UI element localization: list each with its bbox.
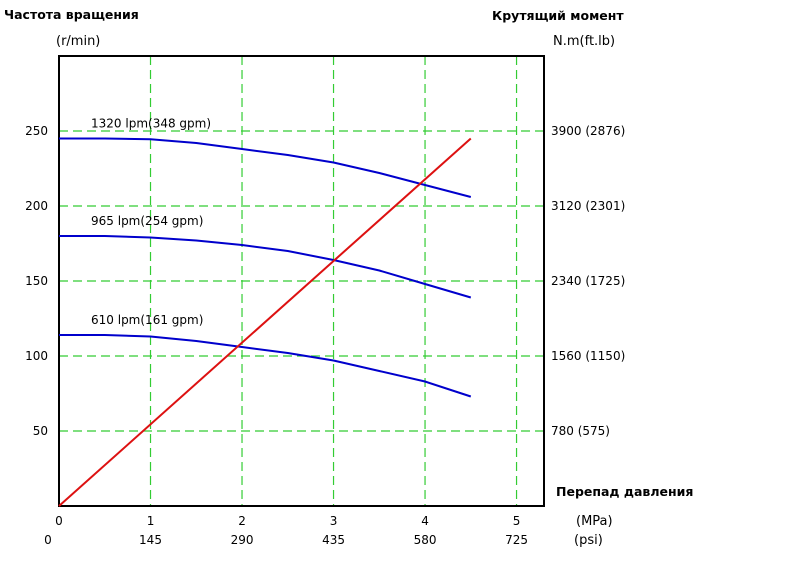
speed-line-0 <box>59 137 472 198</box>
x-tick-psi-3: 435 <box>322 533 345 547</box>
speed-line-label-1: 965 lpm(254 gpm) <box>91 214 203 228</box>
series-lines <box>58 137 472 507</box>
left-axis-unit: (r/min) <box>56 34 100 49</box>
left-axis-title: Частота вращения <box>4 7 139 22</box>
x-unit-psi: (psi) <box>574 533 603 548</box>
x-tick-mpa-4: 4 <box>421 514 429 528</box>
speed-line-1 <box>59 235 472 299</box>
left-tick-label-1: 100 <box>25 349 48 363</box>
right-tick-label-3: 3120 (2301) <box>551 199 625 213</box>
left-tick-label-0: 50 <box>33 424 48 438</box>
speed-line-label-0: 1320 lpm(348 gpm) <box>91 117 211 131</box>
plot-frame <box>58 55 545 507</box>
x-tick-psi-1: 145 <box>139 533 162 547</box>
x-tick-psi-2: 290 <box>231 533 254 547</box>
right-tick-label-0: 780 (575) <box>551 424 610 438</box>
left-tick-label-4: 250 <box>25 124 48 138</box>
x-axis-title: Перепад давления <box>556 484 693 499</box>
right-tick-label-4: 3900 (2876) <box>551 124 625 138</box>
x-tick-mpa-3: 3 <box>330 514 338 528</box>
speed-line-2 <box>59 334 472 398</box>
x-tick-mpa-0: 0 <box>55 514 63 528</box>
x-tick-mpa-5: 5 <box>513 514 521 528</box>
torque-line <box>58 137 472 507</box>
right-tick-label-2: 2340 (1725) <box>551 274 625 288</box>
right-tick-label-1: 1560 (1150) <box>551 349 625 363</box>
x-tick-psi-4: 580 <box>414 533 437 547</box>
x-tick-psi-5: 725 <box>505 533 528 547</box>
right-axis-title: Крутящий момент <box>492 8 624 23</box>
left-tick-label-3: 200 <box>25 199 48 213</box>
series-labels: 1320 lpm(348 gpm) 965 lpm(254 gpm) 610 lpm… <box>91 117 211 328</box>
x-tick-psi-0: 0 <box>44 533 52 547</box>
x-unit-mpa: (MPa) <box>576 514 613 529</box>
speed-line-label-2: 610 lpm(161 gpm) <box>91 313 203 327</box>
left-tick-label-2: 150 <box>25 274 48 288</box>
x-tick-mpa-2: 2 <box>238 514 246 528</box>
right-axis-unit: N.m(ft.lb) <box>553 34 615 49</box>
x-tick-mpa-1: 1 <box>147 514 155 528</box>
